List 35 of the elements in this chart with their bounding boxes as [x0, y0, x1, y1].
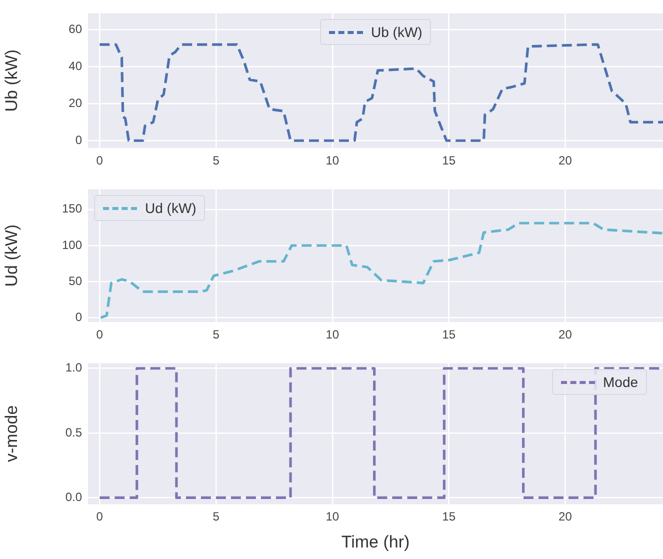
line-series [98, 43, 663, 142]
x-tick-label: 20 [558, 328, 572, 342]
y-tick-label: 150 [62, 202, 82, 216]
y-tick-label: 0 [75, 132, 82, 147]
y-tick-label: 1.0 [65, 360, 82, 375]
y-tick-label: 0.5 [65, 425, 82, 440]
x-tick-label: 10 [326, 154, 340, 168]
y-tick-label: 40 [68, 59, 82, 74]
x-tick-label: 0 [96, 510, 104, 524]
x-tick-label: 0 [96, 154, 104, 168]
y-tick-label: 50 [68, 274, 82, 288]
x-tick-label: 5 [212, 510, 220, 524]
x-tick-label: 15 [442, 154, 456, 168]
x-tick-label: 20 [558, 154, 572, 168]
x-tick-label: 5 [212, 328, 220, 342]
legend-label: Mode [603, 374, 638, 390]
y-tick-label: 20 [68, 96, 82, 110]
y-axis-title: v-mode [2, 405, 21, 462]
x-axis-title: Time (hr) [341, 532, 410, 552]
x-tick-label: 20 [558, 510, 572, 524]
x-tick-label: 15 [442, 510, 456, 524]
legend-label: Ud (kW) [145, 200, 196, 216]
y-tick-label: 0.0 [65, 490, 82, 504]
x-tick-label: 10 [326, 328, 340, 342]
x-tick-label: 0 [96, 328, 104, 342]
legend-label: Ub (kW) [371, 24, 422, 40]
y-tick-label: 0 [75, 310, 82, 324]
y-axis-title: Ud (kW) [2, 224, 21, 287]
y-tick-label: 100 [62, 238, 82, 252]
y-tick-label: 60 [68, 22, 82, 36]
x-tick-label: 5 [212, 154, 220, 168]
x-tick-label: 10 [326, 510, 340, 524]
x-tick-label: 15 [442, 328, 456, 342]
line-series [100, 222, 663, 319]
y-axis-title: Ub (kW) [2, 49, 21, 112]
